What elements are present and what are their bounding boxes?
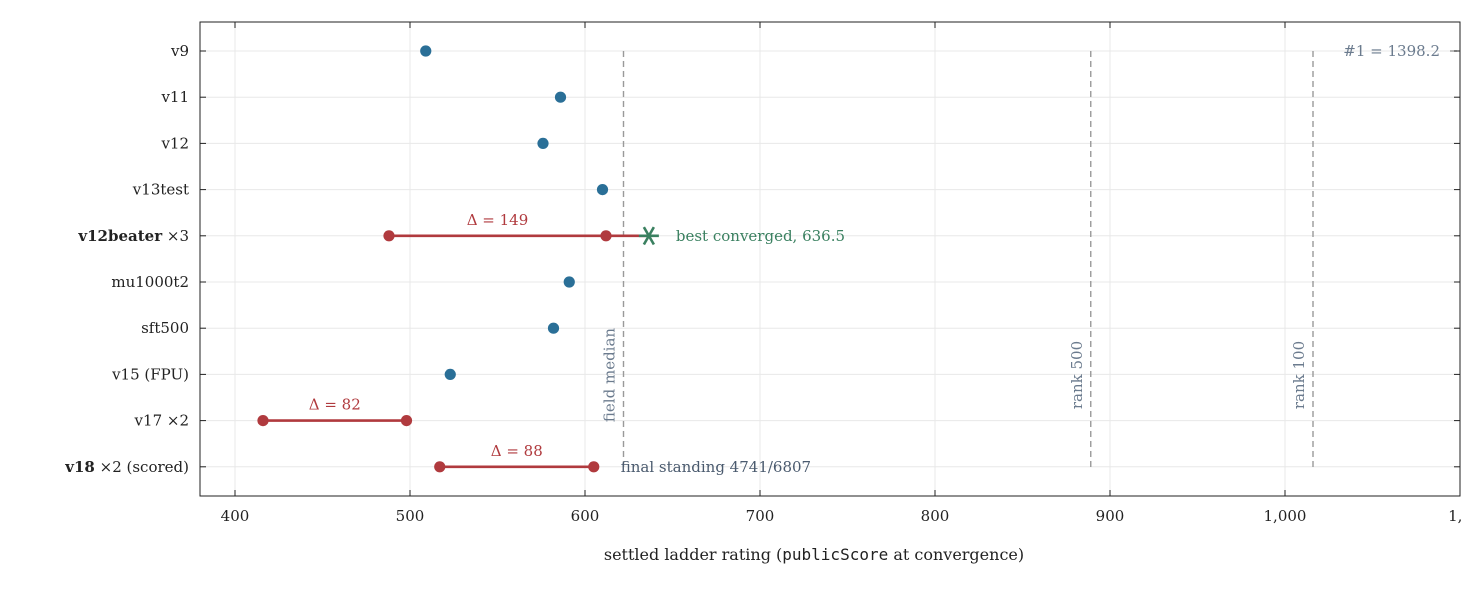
x-axis-title-prefix: settled ladder rating ( — [604, 545, 782, 564]
x-tick-label: 700 — [746, 507, 775, 525]
data-point — [563, 276, 575, 288]
range-delta-label: Δ = 88 — [491, 442, 543, 460]
best-star-marker — [638, 226, 659, 246]
data-point — [547, 322, 560, 334]
y-category-label-text: v11 — [160, 88, 189, 106]
y-category-label-text: mu1000t2 — [111, 273, 189, 291]
range-min-point — [257, 415, 269, 427]
x-axis-title-suffix: at convergence) — [888, 545, 1024, 564]
range-max-point — [400, 415, 413, 427]
ranges: Δ = 149 Δ = 82 Δ = 88 — [257, 211, 612, 473]
x-tick-label: 900 — [1096, 507, 1125, 525]
data-point — [596, 184, 609, 196]
data-point — [537, 137, 549, 149]
best-label: best converged, 636.5 — [676, 227, 845, 245]
reference-lines: field median rank 500 rank 100 #1 = 1398.2 — [601, 42, 1457, 468]
y-category-label: v18 ×2 (scored) — [64, 458, 189, 476]
y-category-label-text: v17 ×2 — [134, 412, 189, 430]
range-min-point — [434, 461, 446, 473]
y-category-label-text: v9 — [170, 42, 189, 60]
y-category-label-bold: v12beater — [77, 227, 163, 245]
y-category-label-text: ×3 — [162, 227, 189, 245]
range-max-point — [588, 461, 600, 473]
x-axis-title: settled ladder rating (publicScore at co… — [604, 545, 1024, 564]
y-category-label-text: sft500 — [141, 319, 189, 337]
y-category-label: v15 (FPU) — [111, 365, 189, 383]
y-category-label: v13test — [132, 181, 189, 199]
data-point — [420, 45, 432, 57]
reference-line-label: rank 100 — [1290, 341, 1308, 409]
data-point — [444, 368, 456, 380]
axes: 400 500 600 700 800 900 1,000 1,1 v9 v11 v12 v13tes… — [64, 22, 1462, 525]
grid — [200, 22, 1461, 496]
x-tick-label: 800 — [921, 507, 950, 525]
range-delta-label: Δ = 149 — [467, 211, 529, 229]
y-category-label-text: v13test — [132, 181, 189, 199]
top-rank-label: #1 = 1398.2 — [1343, 42, 1440, 60]
x-tick-label: 400 — [221, 507, 250, 525]
range-min-point — [383, 230, 395, 242]
x-tick-label: 600 — [571, 507, 600, 525]
y-category-label-text: v12 — [160, 134, 189, 152]
y-category-label: v17 ×2 — [134, 412, 189, 430]
y-category-label-bold: v18 — [64, 458, 95, 476]
data-point — [554, 91, 567, 103]
best-star-stroke — [642, 226, 656, 246]
reference-line-label: field median — [601, 328, 619, 422]
x-axis-title-code: publicScore — [782, 545, 888, 564]
x-tick-label: 500 — [396, 507, 425, 525]
y-category-label: v9 — [170, 42, 189, 60]
y-category-label: v12 — [160, 134, 189, 152]
final-standing-label: final standing 4741/6807 — [621, 458, 811, 476]
y-category-label: v11 — [160, 88, 189, 106]
x-tick-label: 1,000 — [1264, 507, 1307, 525]
y-category-label: v12beater ×3 — [77, 227, 189, 245]
range-delta-label: Δ = 82 — [309, 396, 361, 414]
points: best converged, 636.5 final standing 4741… — [420, 45, 845, 476]
y-category-label: sft500 — [141, 319, 189, 337]
y-category-label-text: v15 (FPU) — [111, 365, 189, 383]
y-category-label: mu1000t2 — [111, 273, 189, 291]
reference-line-label: rank 500 — [1068, 341, 1086, 409]
y-category-label-text: ×2 (scored) — [95, 458, 189, 476]
plot-frame — [199, 21, 1461, 497]
x-tick-label: 1,1 — [1448, 507, 1462, 525]
